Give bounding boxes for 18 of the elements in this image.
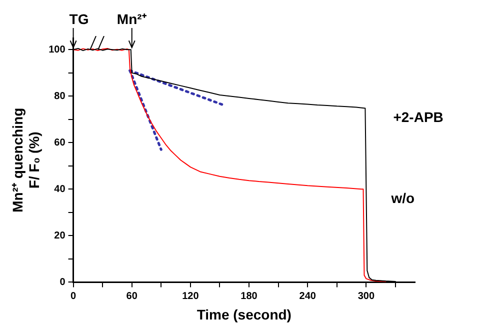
y-tick-label: 0: [60, 276, 66, 288]
x-tick-label: 0: [70, 290, 77, 302]
series-label: w/o: [390, 190, 415, 206]
series-label: +2-APB: [393, 109, 444, 126]
x-tick-label: 300: [358, 290, 375, 302]
y-tick-label: 100: [48, 44, 66, 56]
x-axis-title: Time (second): [196, 306, 292, 322]
x-tick-label: 60: [126, 290, 138, 302]
x-tick-label: 120: [182, 290, 200, 302]
x-tick-label: 180: [240, 290, 258, 302]
y-tick-label: 20: [54, 230, 66, 242]
annotation: TG: [69, 11, 89, 27]
y-tick-label: 80: [54, 90, 66, 102]
y-tick-label: 60: [54, 137, 66, 148]
y-axis-title: Mn²⁺ quenching F/ F₀ (%): [9, 108, 42, 212]
y-tick-label: 40: [54, 184, 66, 195]
annotation: Mn²⁺: [116, 11, 147, 27]
x-tick-label: 240: [299, 290, 316, 302]
